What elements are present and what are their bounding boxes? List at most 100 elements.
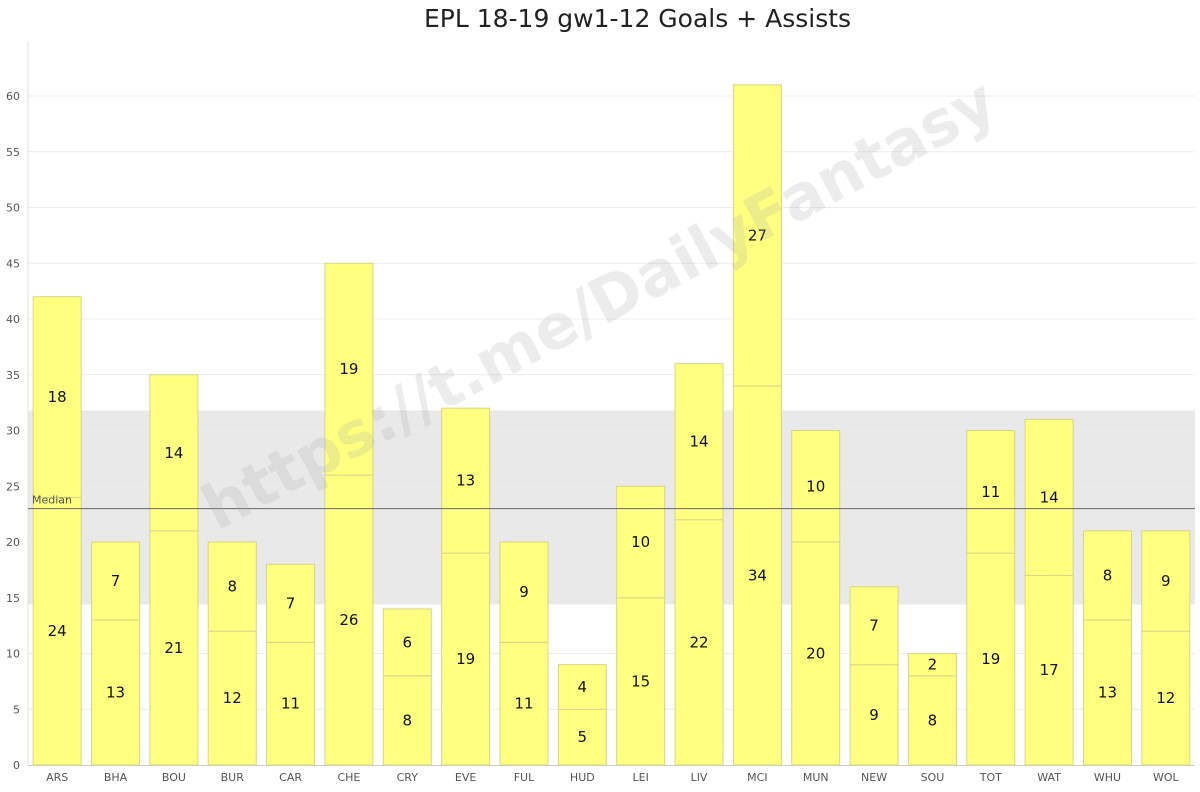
y-tick-label: 30	[6, 425, 20, 438]
data-label: 14	[164, 444, 183, 462]
y-tick-label: 45	[6, 257, 20, 270]
x-tick-label: SOU	[921, 771, 945, 784]
bar-segment-upper	[441, 407, 491, 554]
bar-segment-upper	[207, 541, 257, 632]
data-label: 11	[981, 483, 1000, 501]
bar-segment-upper	[1082, 530, 1132, 621]
y-tick-label: 40	[6, 313, 20, 326]
bar-segment-lower	[674, 519, 724, 766]
y-tick-label: 50	[6, 202, 20, 215]
data-label: 6	[403, 633, 413, 651]
data-label: 34	[748, 566, 767, 584]
bar-segment-lower	[1141, 630, 1191, 766]
data-label: 9	[869, 706, 879, 724]
data-label: 14	[1040, 488, 1059, 506]
data-label: 7	[111, 572, 121, 590]
x-tick-label: CHE	[337, 771, 360, 784]
x-tick-label: WHU	[1094, 771, 1121, 784]
data-label: 13	[1098, 684, 1117, 702]
data-label: 7	[286, 594, 296, 612]
data-label: 4	[578, 678, 588, 696]
y-tick-label: 0	[13, 759, 20, 772]
bar-segment-lower	[382, 675, 432, 766]
bar-segment-upper	[1024, 418, 1074, 576]
y-tick-label: 20	[6, 536, 20, 549]
data-label: 19	[456, 650, 475, 668]
median-layer: Median	[28, 494, 1195, 510]
bar-segment-upper	[324, 262, 374, 476]
data-label: 20	[806, 645, 825, 663]
x-tick-label: BOU	[162, 771, 186, 784]
y-tick-label: 10	[6, 648, 20, 661]
bars: 24 18 13 7 21 14 12 8 11 7 26 19 8 6 19 13 11 9 5 4 15 10 22 14…	[32, 84, 1191, 766]
bar-segment-lower	[616, 597, 666, 766]
data-label: 14	[689, 433, 708, 451]
data-label: 19	[339, 360, 358, 378]
data-label: 17	[1040, 661, 1059, 679]
x-tick-label: LIV	[691, 771, 708, 784]
bar-segment-lower	[732, 385, 782, 766]
bar-segment-lower	[557, 708, 607, 766]
y-tick-label: 15	[6, 592, 20, 605]
data-label: 8	[403, 711, 413, 729]
data-label: 26	[339, 611, 358, 629]
data-label: 11	[514, 695, 533, 713]
y-tick-label: 55	[6, 146, 20, 159]
data-label: 2	[928, 656, 938, 674]
bar-segment-lower	[791, 541, 841, 766]
bar-segment-lower	[1082, 619, 1132, 766]
reference-band	[28, 410, 1195, 605]
bar-segment-upper	[907, 653, 957, 677]
data-label: 8	[1103, 566, 1113, 584]
bar-segment-lower	[266, 641, 316, 766]
bar-segment-upper	[732, 84, 782, 387]
bar-segment-lower	[849, 664, 899, 766]
data-label: 12	[223, 689, 242, 707]
data-label: 9	[1161, 572, 1171, 590]
data-label: 8	[227, 578, 237, 596]
bar-segment-lower	[966, 552, 1016, 766]
gridlines	[28, 95, 1195, 710]
bar-segment-upper	[791, 430, 841, 543]
bar-segment-upper	[557, 664, 607, 710]
x-tick-label: TOT	[979, 771, 1002, 784]
data-label: 10	[631, 533, 650, 551]
bar-segment-upper	[849, 586, 899, 666]
bar-segment-upper	[616, 485, 666, 599]
x-tick-label: CAR	[279, 771, 302, 784]
bar-segment-lower	[441, 552, 491, 766]
y-tick-label: 35	[6, 369, 20, 382]
data-label: 7	[869, 617, 879, 635]
bar-segment-upper	[382, 608, 432, 677]
x-tick-label: MCI	[747, 771, 767, 784]
data-label: 5	[578, 728, 588, 746]
x-tick-label: BUR	[221, 771, 245, 784]
y-tick-label: 5	[13, 703, 20, 716]
y-tick-label: 60	[6, 90, 20, 103]
bar-segment-upper	[32, 296, 82, 498]
bar-segment-upper	[266, 563, 316, 643]
data-label: 22	[689, 633, 708, 651]
x-tick-label: EVE	[455, 771, 476, 784]
bar-segment-lower	[1024, 574, 1074, 766]
y-tick-label: 25	[6, 480, 20, 493]
data-label: 18	[48, 388, 67, 406]
chart-title: EPL 18-19 gw1-12 Goals + Assists	[423, 4, 852, 33]
bar-segment-upper	[91, 541, 141, 621]
x-tick-label: HUD	[570, 771, 595, 784]
median-label: Median	[32, 494, 72, 507]
data-label: 27	[748, 226, 767, 244]
data-label: 15	[631, 672, 650, 690]
bar-segment-upper	[674, 363, 724, 521]
bar-segment-lower	[32, 496, 82, 766]
bar-segment-upper	[966, 430, 1016, 554]
bar-segment-lower	[91, 619, 141, 766]
bar-segment-lower	[149, 530, 199, 766]
x-tick-label: NEW	[861, 771, 887, 784]
data-label: 12	[1156, 689, 1175, 707]
bar-segment-lower	[907, 675, 957, 766]
data-label: 24	[48, 622, 67, 640]
x-tick-label: WOL	[1153, 771, 1180, 784]
